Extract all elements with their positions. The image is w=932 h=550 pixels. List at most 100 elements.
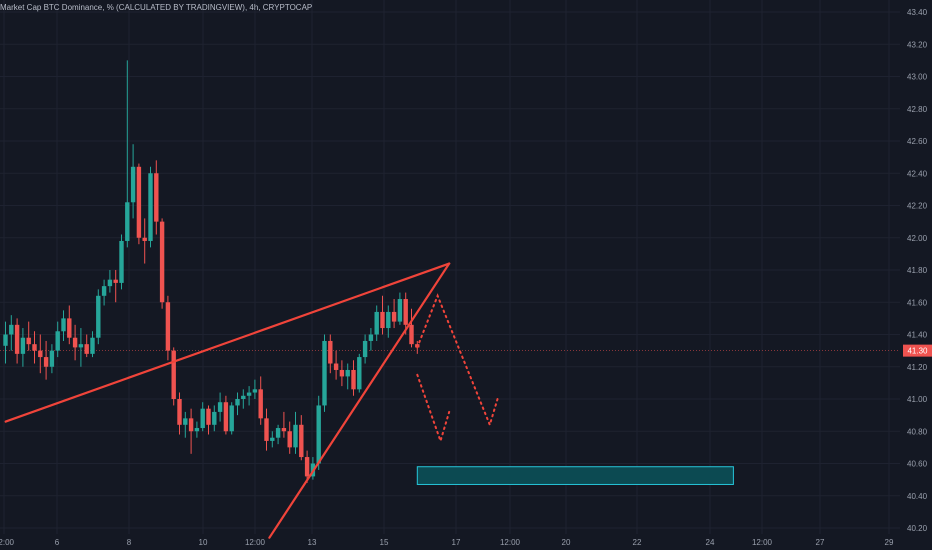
candle-body[interactable] (32, 344, 37, 351)
candle-body[interactable] (125, 202, 130, 241)
candle-body[interactable] (78, 344, 84, 348)
wedge-trendline[interactable] (4, 262, 451, 423)
candle-body[interactable] (177, 399, 182, 425)
candle-body[interactable] (293, 424, 298, 448)
candle-body[interactable] (362, 340, 368, 358)
candle-body[interactable] (136, 166, 142, 238)
candle-body[interactable] (391, 311, 397, 322)
chart-title: Market Cap BTC Dominance, % (CALCULATED … (0, 3, 313, 12)
x-tick-label: 17 (452, 538, 461, 547)
candle-body[interactable] (159, 221, 165, 303)
candle-body[interactable] (403, 299, 408, 325)
time-axis[interactable]: 12:00 6 8 10 12:00 13 15 17 12:00 20 22 24 12:00 27 29 (0, 538, 894, 547)
candle-body[interactable] (154, 173, 159, 222)
candle-body[interactable] (206, 408, 211, 425)
candle-body[interactable] (299, 424, 304, 458)
y-tick-label: 40.40 (907, 492, 928, 501)
candle-body[interactable] (3, 334, 8, 346)
candle-body[interactable] (212, 411, 217, 425)
candle-body[interactable] (165, 302, 171, 351)
candle-body[interactable] (235, 399, 240, 406)
candle-body[interactable] (72, 337, 78, 348)
x-tick-label: 8 (127, 538, 132, 547)
projection-dotted-arrow[interactable] (416, 293, 500, 428)
candle-body[interactable] (217, 402, 223, 412)
candle-body[interactable] (119, 240, 124, 283)
y-tick-label: 40.80 (907, 427, 928, 436)
candle-body[interactable] (345, 369, 350, 377)
candle-body[interactable] (148, 173, 153, 241)
candle-body[interactable] (194, 428, 200, 432)
candle-body[interactable] (188, 418, 194, 432)
candle-body[interactable] (26, 337, 31, 345)
candle-body[interactable] (38, 350, 43, 358)
candle-body[interactable] (101, 286, 107, 296)
y-tick-label: 42.80 (907, 105, 928, 114)
candle-body[interactable] (252, 389, 258, 393)
candle-body[interactable] (142, 237, 147, 241)
candle-body[interactable] (351, 369, 356, 390)
candle-body[interactable] (357, 357, 362, 390)
candle-body[interactable] (20, 337, 26, 354)
y-tick-label: 42.60 (907, 137, 928, 146)
candles[interactable] (3, 60, 420, 483)
candle-body[interactable] (55, 331, 60, 351)
candle-body[interactable] (264, 418, 269, 441)
candle-body[interactable] (183, 418, 188, 425)
candle-body[interactable] (270, 437, 275, 441)
y-tick-label: 40.60 (907, 460, 928, 469)
y-tick-label: 43.40 (907, 8, 928, 17)
candle-body[interactable] (322, 340, 327, 406)
y-tick-label: 42.20 (907, 202, 928, 211)
candle-body[interactable] (200, 408, 205, 429)
projection-dotted-arrow[interactable] (416, 373, 451, 445)
candle-body[interactable] (374, 311, 379, 335)
candle-body[interactable] (333, 363, 339, 370)
candle-body[interactable] (171, 350, 176, 399)
y-tick-label: 41.00 (907, 395, 928, 404)
candle-body[interactable] (316, 405, 321, 464)
wedge-trendline[interactable] (268, 262, 451, 539)
x-tick-label: 12:00 (752, 538, 773, 547)
target-zone-box[interactable] (416, 466, 734, 485)
candle-body[interactable] (113, 279, 118, 283)
candle-body[interactable] (281, 428, 287, 432)
drawings-layer[interactable] (4, 262, 500, 539)
candle-body[interactable] (107, 279, 113, 287)
candle-body[interactable] (67, 318, 72, 338)
y-tick-label: 41.80 (907, 266, 928, 275)
price-axis[interactable]: 43.40 43.20 43.00 42.80 42.60 42.40 42.20 42.00… (907, 8, 928, 533)
candle-body[interactable] (43, 357, 49, 367)
candle-body[interactable] (386, 311, 391, 329)
candle-body[interactable] (275, 428, 281, 438)
candle-body[interactable] (130, 166, 136, 203)
candle-body[interactable] (96, 295, 101, 338)
candle-body[interactable] (246, 392, 252, 396)
x-tick-label: 12:00 (245, 538, 266, 547)
x-tick-label: 29 (885, 538, 894, 547)
x-tick-label: 15 (380, 538, 389, 547)
candle-body[interactable] (229, 405, 234, 432)
candle-body[interactable] (380, 311, 385, 329)
candle-body[interactable] (49, 350, 55, 367)
candle-body[interactable] (409, 324, 414, 345)
candle-body[interactable] (61, 318, 66, 332)
candle-body[interactable] (223, 402, 229, 432)
y-tick-label: 43.20 (907, 40, 928, 49)
candle-body[interactable] (339, 369, 345, 377)
candle-body[interactable] (90, 337, 95, 354)
candle-body[interactable] (14, 324, 20, 354)
candle-body[interactable] (241, 395, 246, 399)
candle-body[interactable] (9, 324, 14, 335)
candle-body[interactable] (287, 431, 292, 448)
candle-body[interactable] (304, 457, 310, 477)
candle-body[interactable] (397, 299, 403, 322)
candle-body[interactable] (328, 340, 333, 364)
candle-body[interactable] (84, 344, 89, 354)
candle-body[interactable] (368, 334, 374, 341)
candle-body[interactable] (258, 389, 263, 419)
x-tick-label: 20 (562, 538, 571, 547)
